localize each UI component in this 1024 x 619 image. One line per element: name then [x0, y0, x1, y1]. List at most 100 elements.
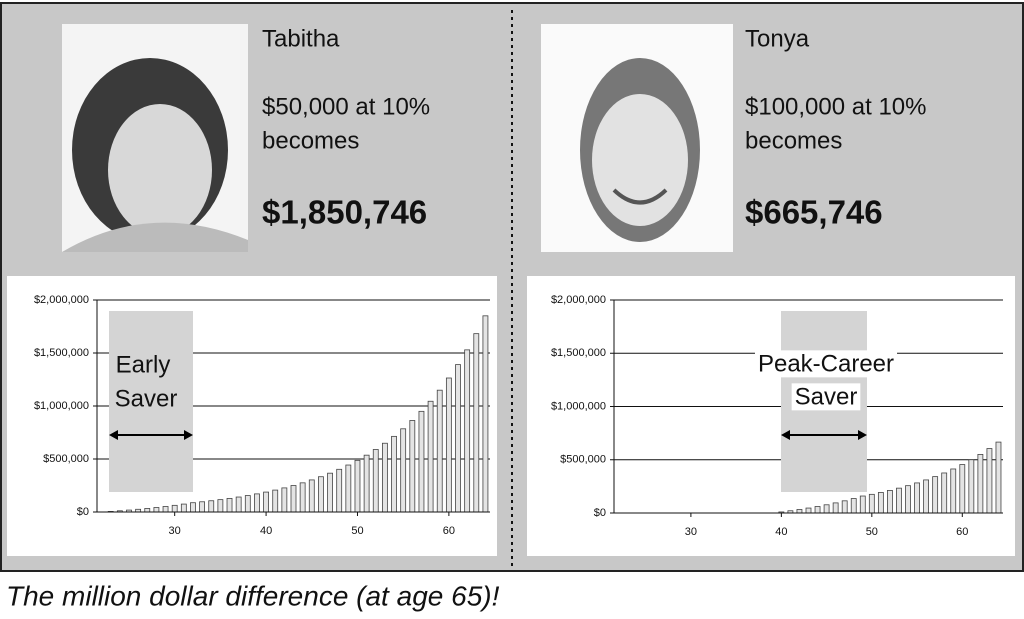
bar: [850, 498, 857, 514]
bar: [144, 508, 151, 513]
bar: [409, 420, 416, 513]
bar: [318, 476, 324, 513]
bar: [217, 499, 224, 513]
detail: becomes: [262, 127, 359, 154]
photo: [541, 24, 733, 252]
bar: [208, 500, 215, 513]
y-tick-label: $2,000,000: [551, 294, 606, 306]
bar: [327, 472, 333, 513]
bar: [977, 454, 984, 514]
annotation: Peak-Career: [758, 350, 894, 377]
bar: [887, 490, 893, 514]
annotation-box: [109, 311, 193, 492]
bar: [796, 509, 803, 514]
bar: [290, 485, 297, 513]
bar: [455, 364, 461, 513]
bar: [345, 464, 352, 513]
bar: [372, 449, 379, 513]
bar: [244, 495, 251, 513]
bar: [905, 485, 911, 514]
bar: [959, 464, 966, 514]
bar: [877, 492, 884, 514]
caption: The million dollar difference (at age 65…: [6, 580, 500, 611]
bar: [263, 491, 269, 513]
bar: [190, 502, 196, 513]
detail: becomes: [745, 127, 842, 154]
bar: [308, 479, 315, 513]
bar: [914, 482, 920, 514]
bar: [482, 315, 489, 513]
x-tick-label: 30: [169, 525, 181, 537]
x-tick-label: 60: [443, 525, 455, 537]
bar: [814, 506, 821, 514]
detail: $50,000 at 10%: [262, 93, 430, 120]
bar: [823, 504, 830, 514]
chart-panel: [7, 276, 497, 556]
bar: [162, 506, 169, 513]
x-tick-label: 60: [956, 526, 968, 538]
bar: [896, 487, 902, 514]
x-tick-label: 50: [866, 526, 878, 538]
bar: [235, 496, 242, 513]
x-tick-label: 30: [685, 526, 697, 538]
bar: [464, 349, 471, 513]
bar: [381, 442, 388, 513]
y-tick-label: $1,500,000: [34, 347, 89, 359]
amount: $1,850,746: [262, 194, 427, 231]
bar: [968, 459, 975, 514]
y-tick-label: $0: [594, 507, 606, 519]
bar: [941, 472, 948, 514]
bar: [932, 476, 939, 514]
x-tick-label: 50: [351, 525, 363, 537]
annotation: Saver: [115, 385, 178, 412]
bar: [180, 503, 187, 513]
annotation-bg: [754, 350, 898, 378]
bar: [950, 468, 957, 514]
person-name: Tabitha: [262, 25, 340, 52]
bar: [171, 504, 178, 513]
bar: [226, 497, 233, 513]
y-tick-label: $1,500,000: [551, 347, 606, 359]
arrow-head: [781, 430, 867, 440]
y-tick-label: $0: [77, 506, 89, 518]
x-tick-label: 40: [775, 526, 787, 538]
bar: [832, 502, 839, 514]
bar: [299, 482, 306, 513]
x-tick-label: 40: [260, 525, 272, 537]
bar: [445, 377, 452, 513]
bar: [841, 500, 848, 514]
bar: [868, 493, 875, 514]
y-tick-label: $500,000: [43, 453, 89, 465]
bar: [272, 489, 279, 513]
annotation-bg: [791, 383, 861, 411]
annotation: Early: [116, 351, 171, 378]
bar: [923, 479, 930, 514]
bar: [199, 501, 206, 513]
bar: [336, 468, 343, 513]
y-tick-label: $500,000: [560, 454, 606, 466]
bar: [436, 389, 443, 513]
bar: [995, 441, 1002, 514]
bar: [400, 428, 407, 513]
bar: [805, 507, 812, 514]
bar: [281, 487, 288, 513]
bar: [418, 410, 425, 513]
photo: [62, 24, 248, 252]
detail: $100,000 at 10%: [745, 93, 927, 120]
person-name: Tonya: [745, 25, 810, 52]
bar: [473, 333, 480, 513]
bar: [859, 495, 866, 514]
bar: [391, 435, 397, 513]
bar: [254, 493, 260, 513]
bar: [354, 459, 361, 513]
annotation: Saver: [795, 383, 858, 410]
y-tick-label: $1,000,000: [34, 400, 89, 412]
arrow-head: [109, 430, 193, 440]
bar: [363, 454, 370, 513]
y-tick-label: $2,000,000: [34, 294, 89, 306]
bar: [153, 507, 160, 513]
y-tick-label: $1,000,000: [551, 400, 606, 412]
bar: [986, 448, 993, 514]
bar: [427, 400, 434, 513]
